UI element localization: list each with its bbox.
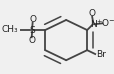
- Text: Br: Br: [96, 50, 105, 59]
- Text: O: O: [88, 9, 95, 18]
- Text: CH₃: CH₃: [1, 25, 18, 34]
- Text: S: S: [29, 26, 35, 35]
- Text: O: O: [28, 36, 35, 45]
- Text: +: +: [95, 19, 101, 25]
- Text: N: N: [89, 20, 96, 29]
- Text: O: O: [29, 15, 36, 24]
- Text: O: O: [101, 19, 108, 28]
- Text: −: −: [107, 18, 113, 24]
